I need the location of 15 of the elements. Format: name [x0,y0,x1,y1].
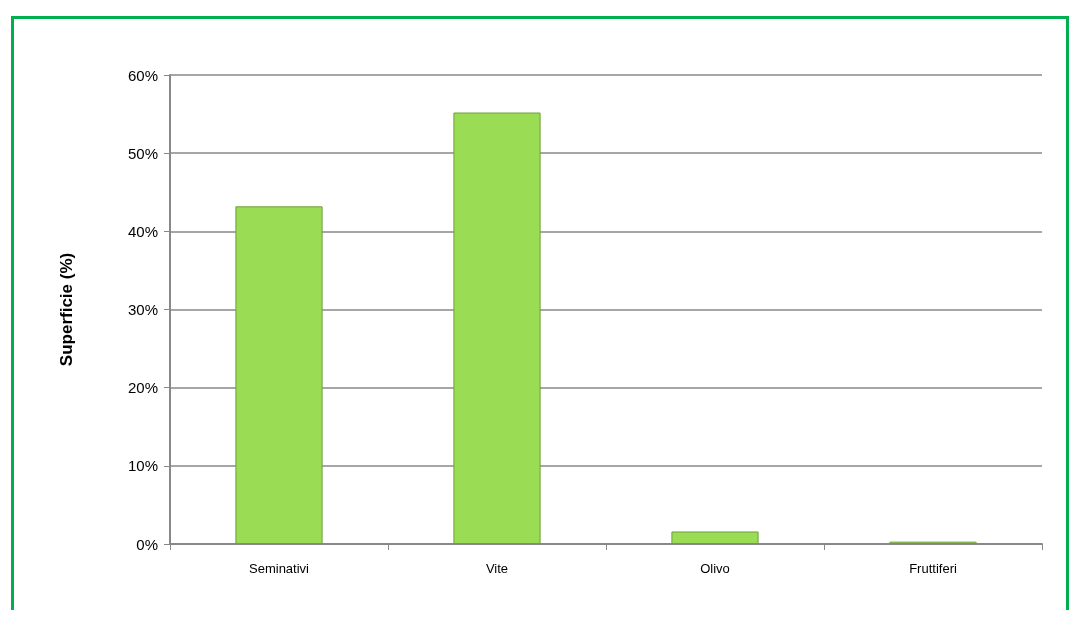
bar [671,531,759,544]
x-tick-label: Seminativi [249,561,310,576]
x-tick-label: Olivo [700,561,730,576]
y-tick-label: 50% [127,144,158,162]
x-tick-label: Vite [485,561,509,576]
y-axis-title: Superficie (%) [57,252,76,367]
bar [453,112,541,544]
y-tick-label: 0% [136,535,158,553]
y-tick-label: 20% [127,379,158,397]
y-tick-label: 60% [127,66,158,84]
y-tick-label: 40% [127,222,158,240]
bar [235,206,323,544]
x-tick-label: Fruttiferi [909,561,957,576]
y-tick-label: 30% [127,301,158,318]
y-tick-label: 10% [127,457,158,475]
